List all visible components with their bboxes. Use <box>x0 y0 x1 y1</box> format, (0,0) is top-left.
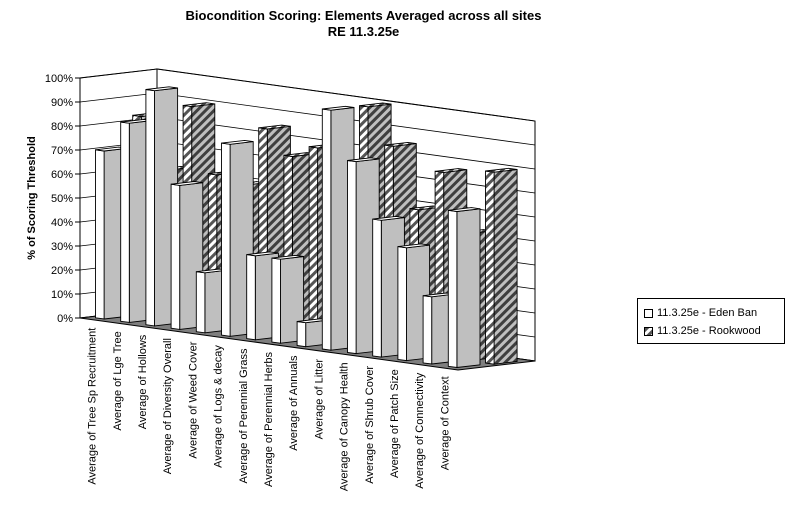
legend-label-eden-ban: 11.3.25e - Eden Ban <box>657 307 758 319</box>
x-tick-label: Average of Weed Cover <box>187 341 199 458</box>
bar-front <box>485 170 495 365</box>
x-tick-label: Average of Context <box>439 376 451 470</box>
x-tick-label: Average of Perennial Grass <box>238 348 250 483</box>
bar-front <box>195 271 206 334</box>
bar-front <box>347 159 357 355</box>
y-tick-label: 100% <box>45 73 73 85</box>
x-tick-label: Average of Tree Sp Recruitment <box>87 328 99 485</box>
bar-front <box>447 209 458 369</box>
legend-item-eden-ban: 11.3.25e - Eden Ban <box>644 306 757 320</box>
bar-top <box>171 181 203 186</box>
y-tick-label: 40% <box>51 217 73 229</box>
gridline <box>79 68 536 122</box>
bar-top <box>448 207 481 212</box>
y-tick-label: 10% <box>51 289 73 301</box>
x-tick-label: Average of Logs & decay <box>213 345 225 468</box>
bar-front <box>321 108 332 351</box>
bar-top <box>145 86 178 92</box>
x-tick-label: Average of Hollows <box>137 334 149 429</box>
bar-top <box>397 243 430 249</box>
x-tick-label: Average of Annuals <box>288 355 300 451</box>
bar-front <box>221 142 231 337</box>
bar-top <box>359 102 392 108</box>
bar-top <box>221 139 254 145</box>
chart-title: Biocondition Scoring: Elements Averaged … <box>185 8 542 23</box>
y-tick-label: 20% <box>51 265 73 277</box>
x-tick-label: Average of Shrub Cover <box>364 366 376 484</box>
x-tick-label: Average of Perennial Herbs <box>263 352 275 487</box>
bar-side-shade <box>494 169 518 365</box>
legend-swatch-rookwood <box>644 326 653 336</box>
bar-front <box>95 149 105 320</box>
x-tick-label: Average of Connectivity <box>414 372 426 488</box>
bar-side-shade <box>456 208 480 368</box>
x-tick-label: Average of Patch Size <box>389 369 401 478</box>
bar-eden-ban <box>170 181 204 330</box>
bar-top <box>372 215 405 221</box>
bar-front <box>145 88 155 327</box>
bar-front <box>296 320 307 348</box>
bar-top <box>322 105 355 111</box>
bar-rookwood <box>485 167 518 365</box>
bar-front <box>372 218 382 358</box>
bar-top <box>485 167 518 173</box>
bar-top <box>271 254 304 260</box>
bar-top <box>183 102 215 108</box>
y-tick-label: 50% <box>51 193 73 205</box>
y-tick-label: 90% <box>51 97 73 109</box>
x-tick-label: Average of Canopy Health <box>339 362 351 491</box>
y-axis-label: % of Scoring Threshold <box>26 136 38 259</box>
bar-top <box>258 124 291 130</box>
legend: 11.3.25e - Eden Ban 11.3.25e - Rookwood <box>637 298 785 344</box>
bar-front <box>246 254 256 341</box>
bar-front <box>397 246 407 362</box>
chart-subtitle: RE 11.3.25e <box>327 24 400 39</box>
bar-front <box>170 183 181 330</box>
bar-front <box>271 257 281 344</box>
legend-swatch-eden-ban <box>644 308 653 318</box>
x-tick-label: Average of Lge Tree <box>112 331 124 430</box>
bar-front <box>308 146 319 341</box>
bar-top <box>347 157 380 163</box>
bar-top <box>435 168 467 173</box>
bar-top <box>384 141 417 147</box>
y-tick-label: 60% <box>51 169 73 181</box>
y-tick-label: 70% <box>51 145 73 157</box>
x-tick-label: Average of Diversity Overall <box>162 338 174 474</box>
y-tick-label: 80% <box>51 121 73 133</box>
bar-front <box>422 295 433 365</box>
y-tick-label: 30% <box>51 241 73 253</box>
legend-label-rookwood: 11.3.25e - Rookwood <box>657 325 761 337</box>
x-tick-label: Average of Litter <box>313 359 325 440</box>
legend-item-rookwood: 11.3.25e - Rookwood <box>644 324 761 338</box>
y-tick-label: 0% <box>57 313 73 325</box>
bar-front <box>120 121 130 323</box>
bar-eden-ban <box>447 207 481 369</box>
bar-top <box>246 251 279 257</box>
